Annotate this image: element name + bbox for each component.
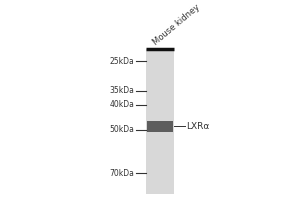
Text: 25kDa: 25kDa [110, 57, 134, 66]
Text: 70kDa: 70kDa [110, 169, 134, 178]
Text: 50kDa: 50kDa [110, 125, 134, 134]
Text: LXRα: LXRα [186, 122, 209, 131]
Text: Mouse kidney: Mouse kidney [152, 3, 202, 47]
Bar [146, 49, 174, 194]
Text: 35kDa: 35kDa [110, 86, 134, 95]
Text: 40kDa: 40kDa [110, 100, 134, 109]
Bar [147, 121, 173, 132]
